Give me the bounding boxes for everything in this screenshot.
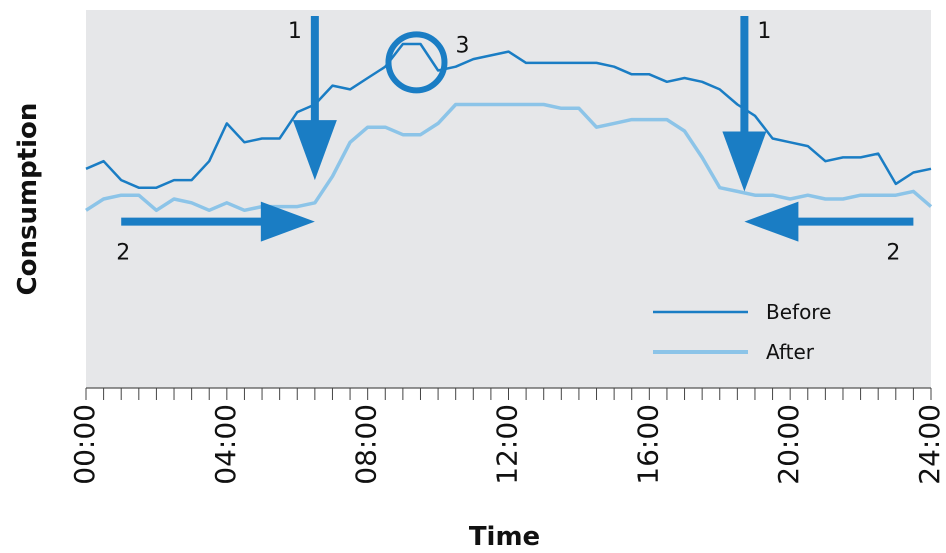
annotation-arrow-2: 2 <box>744 201 914 266</box>
x-tick-label: 04:00 <box>209 404 242 485</box>
arrow-head <box>292 120 337 181</box>
minor-ticks <box>85 388 932 400</box>
annotation-label: 2 <box>886 241 900 266</box>
annotations: 1 1 2 2 3 <box>116 16 914 266</box>
annotation-label: 1 <box>288 19 302 44</box>
legend: Before After <box>653 300 831 364</box>
x-tick-label: 24:00 <box>913 404 946 485</box>
highlight-circle <box>385 31 448 94</box>
x-tick-label: 08:00 <box>350 404 383 485</box>
x-tick-label: 16:00 <box>631 404 664 485</box>
legend-label-before: Before <box>766 300 831 324</box>
annotation-arrow-1: 1 <box>288 16 337 181</box>
arrow-head <box>722 131 767 192</box>
annotation-circle-3: 3 <box>385 31 469 94</box>
arrow-head <box>260 201 315 242</box>
annotation-label: 3 <box>455 33 469 58</box>
legend-label-after: After <box>766 340 815 364</box>
y-axis-title: Consumption <box>13 103 43 296</box>
x-tick-labels: 00:00 04:00 08:00 12:00 16:00 20:00 24:00 <box>68 404 946 485</box>
annotation-label: 1 <box>757 19 771 44</box>
x-tick-label: 12:00 <box>491 404 524 485</box>
annotation-arrow-2: 2 <box>116 201 315 266</box>
annotation-arrow-1: 1 <box>722 16 771 192</box>
arrow-head <box>744 201 799 242</box>
x-tick-label: 00:00 <box>68 404 101 485</box>
series-lines <box>85 42 933 213</box>
series-line-before <box>85 42 932 189</box>
series-line-after <box>85 102 933 213</box>
annotation-label: 2 <box>116 241 130 266</box>
x-axis-title: Time <box>469 522 540 552</box>
plot-background <box>86 10 931 388</box>
x-tick-label: 20:00 <box>772 404 805 485</box>
